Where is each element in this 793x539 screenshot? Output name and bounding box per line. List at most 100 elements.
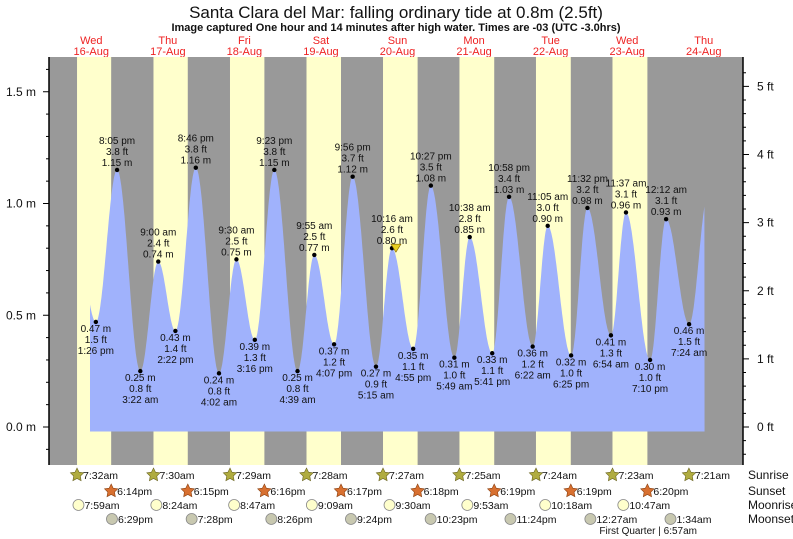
- moonrise-time: 8:24am: [162, 500, 197, 512]
- moonrise-time: 10:47am: [629, 500, 670, 512]
- low-tide-label: 5:15 am: [358, 391, 394, 402]
- low-tide-label: 1.5 ft: [85, 335, 107, 346]
- high-tide-label: 8:46 pm: [178, 134, 214, 145]
- sunrise-icon: [605, 467, 620, 482]
- day-of-week-label: Thu: [694, 35, 713, 47]
- sunset-icon: [257, 483, 272, 498]
- right-axis-label: 3 ft: [757, 216, 774, 230]
- low-tide-point: [530, 344, 535, 349]
- chart-title: Santa Clara del Mar: falling ordinary ti…: [189, 3, 603, 22]
- sunset-icon: [103, 483, 119, 498]
- high-tide-point: [272, 167, 277, 173]
- sunset-icon: [486, 483, 502, 498]
- moonset-time: 8:26pm: [277, 514, 312, 526]
- low-tide-label: 0.33 m: [477, 355, 508, 366]
- high-tide-label: 0.80 m: [377, 236, 408, 247]
- moonrise-icon: [305, 499, 318, 511]
- low-tide-label: 0.36 m: [517, 349, 548, 360]
- low-tide-label: 6:54 am: [593, 359, 629, 370]
- sunset-time: 6:14pm: [117, 486, 152, 498]
- sunset-time: 6:15pm: [194, 486, 229, 498]
- sunset-time: 6:16pm: [270, 486, 305, 498]
- low-tide-label: 0.46 m: [674, 326, 705, 337]
- low-tide-label: 4:02 am: [201, 397, 237, 408]
- high-tide-label: 3.8 ft: [106, 147, 128, 158]
- low-tide-label: 4:07 pm: [316, 368, 352, 379]
- low-tide-label: 0.8 ft: [286, 384, 308, 395]
- low-tide-label: 1.3 ft: [244, 353, 266, 364]
- date-label: 17-Aug: [150, 46, 185, 58]
- low-tide-label: 0.8 ft: [129, 384, 151, 395]
- low-tide-label: 0.39 m: [240, 342, 271, 353]
- day-of-week-label: Fri: [238, 35, 251, 47]
- high-tide-label: 3.1 ft: [655, 196, 677, 207]
- sunrise-time: 7:28am: [312, 470, 347, 482]
- high-tide-point: [623, 210, 629, 215]
- low-tide-label: 0.37 m: [319, 346, 350, 357]
- high-tide-label: 1.15 m: [259, 158, 290, 169]
- moonset-time: 10:23pm: [437, 514, 478, 526]
- high-tide-label: 3.7 ft: [342, 154, 364, 165]
- high-tide-label: 1.08 m: [416, 174, 447, 185]
- low-tide-label: 0.32 m: [556, 357, 587, 368]
- moonset-icon: [664, 513, 677, 525]
- high-tide-point: [428, 183, 434, 188]
- moonrise-time: 8:47am: [240, 500, 275, 512]
- high-tide-label: 10:27 pm: [410, 152, 452, 163]
- high-tide-label: 3.8 ft: [263, 147, 285, 158]
- moonrise-icon: [72, 499, 85, 511]
- moonrise-time: 9:30am: [396, 500, 431, 512]
- astronomy-rows: Sunrise 7:32am 7:30am 7:29am 7:28am 7:27am 7:2…: [69, 467, 793, 526]
- high-tide-label: 2.5 ft: [225, 236, 247, 247]
- low-tide-point: [452, 355, 457, 360]
- low-tide-point: [295, 368, 300, 374]
- low-tide-label: 0.41 m: [596, 337, 627, 348]
- sunrise-icon: [69, 467, 85, 482]
- high-tide-point: [545, 223, 550, 229]
- sunrise-icon: [681, 467, 697, 482]
- moonrise-row-label: Moonrise: [748, 498, 793, 512]
- low-tide-point: [331, 342, 337, 347]
- low-tide-label: 1.1 ft: [481, 366, 503, 377]
- sunset-time: 6:19pm: [577, 486, 612, 498]
- right-axis-label: 1 ft: [757, 352, 774, 366]
- low-tide-label: 0.47 m: [81, 324, 112, 335]
- sunset-icon: [640, 483, 655, 498]
- date-label: 20-Aug: [380, 46, 415, 58]
- low-tide-label: 0.9 ft: [365, 380, 387, 391]
- high-tide-label: 3.0 ft: [537, 203, 559, 214]
- high-tide-point: [234, 257, 239, 262]
- chart-subtitle: Image captured One hour and 14 minutes a…: [171, 22, 620, 34]
- moonset-time: 12:27am: [596, 514, 637, 526]
- sunrise-time: 7:29am: [236, 470, 271, 482]
- moonrise-time: 9:09am: [318, 500, 353, 512]
- high-tide-label: 0.98 m: [572, 196, 603, 207]
- low-tide-label: 0.8 ft: [208, 386, 230, 397]
- sunset-icon: [410, 483, 425, 498]
- sunset-time: 6:18pm: [424, 486, 459, 498]
- moonset-time: 11:24pm: [516, 514, 556, 526]
- moonset-time: 7:28pm: [198, 514, 233, 526]
- high-tide-label: 0.93 m: [651, 207, 682, 218]
- high-tide-label: 3.4 ft: [498, 174, 520, 185]
- high-tide-label: 9:00 am: [140, 228, 176, 239]
- sunrise-icon: [375, 467, 391, 482]
- moonrise-icon: [617, 499, 630, 511]
- sunset-icon: [333, 483, 349, 498]
- low-tide-point: [411, 346, 416, 351]
- left-axis-label: 1.0 m: [6, 197, 36, 211]
- moonrise-time: 7:59am: [84, 500, 119, 512]
- low-tide-label: 1.1 ft: [402, 362, 424, 373]
- high-tide-point: [506, 194, 512, 199]
- high-tide-point: [312, 252, 317, 258]
- high-tide-label: 2.6 ft: [381, 225, 403, 236]
- current-tide-marker: [390, 243, 402, 253]
- high-tide-label: 9:56 pm: [335, 143, 371, 154]
- sunset-time: 6:17pm: [347, 486, 382, 498]
- low-tide-point: [686, 321, 692, 327]
- low-tide-label: 7:10 pm: [632, 384, 668, 395]
- sunset-time: 6:20pm: [653, 486, 688, 498]
- tide-area: [90, 167, 705, 432]
- sunrise-time: 7:25am: [465, 470, 500, 482]
- high-tide-label: 2.8 ft: [459, 214, 481, 225]
